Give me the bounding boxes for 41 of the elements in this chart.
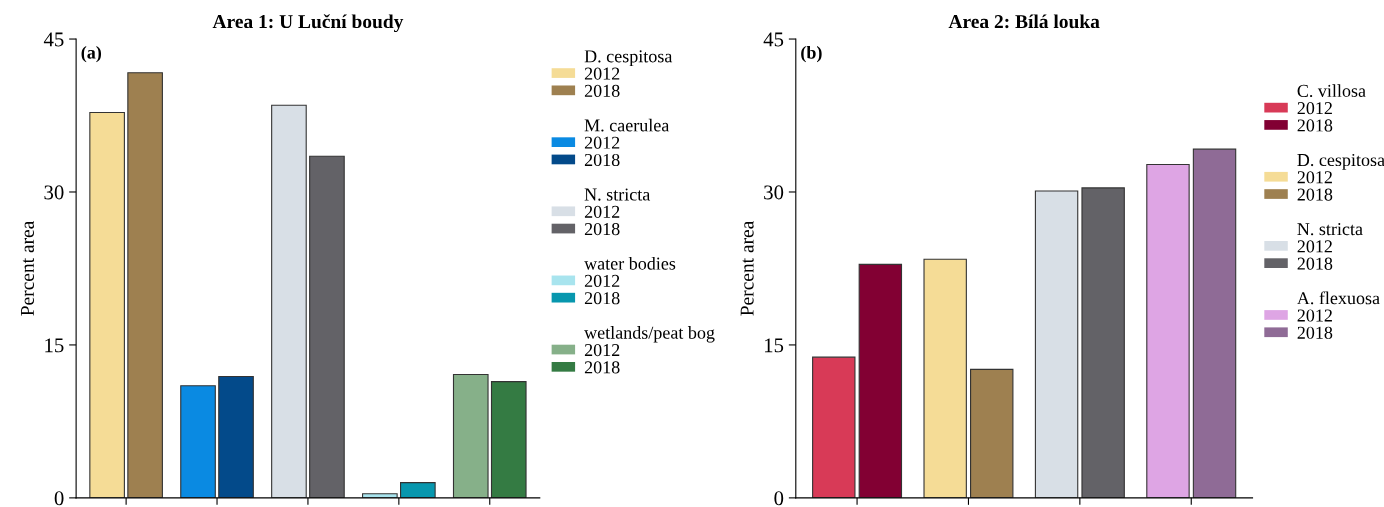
legend-label: 2018: [1297, 326, 1333, 339]
text: D. cespitosa: [584, 50, 673, 67]
y-axis-title: Percent area: [21, 220, 34, 316]
annotation: (b): [801, 45, 822, 63]
legend-label: 2018: [1297, 119, 1333, 132]
legend-label: 2018: [1297, 188, 1333, 201]
legend-label: 2018: [584, 292, 620, 305]
text: N. stricta: [584, 188, 651, 201]
y-tick-label: 45: [763, 32, 784, 47]
annotation: (a): [81, 45, 102, 63]
y-tick-label: 30: [44, 185, 64, 200]
legend-label: 2012: [1297, 240, 1332, 253]
y-tick-label: 30: [764, 185, 784, 200]
y-axis-title: Percent area: [740, 220, 754, 316]
legend-label: 2012: [584, 67, 620, 80]
text: A. flexuosa: [1296, 291, 1380, 305]
chart-title: Area 2: Bílá louka: [948, 14, 1100, 29]
y-tick-label: 45: [43, 32, 64, 47]
y-tick-label: 15: [45, 338, 64, 353]
legend-label: 2018: [584, 84, 620, 97]
text: M. caerulea: [584, 118, 670, 132]
legend-label: 2012: [584, 136, 620, 149]
text: water bodies: [584, 257, 676, 270]
text: C. villosa: [1297, 84, 1366, 98]
chart-title: Area 1: U Luční boudy: [212, 14, 404, 33]
legend-label: 2012: [584, 343, 620, 357]
legend-label: 2012: [584, 274, 620, 287]
legend-label: 2012: [1297, 102, 1332, 115]
legend-label: 2012: [1297, 309, 1332, 322]
text: N. stricta: [1297, 223, 1363, 236]
y-tick-label: 0: [774, 491, 784, 506]
legend-label: 2012: [1297, 171, 1332, 184]
legend-label: 2018: [584, 153, 620, 167]
legend-label: 2018: [584, 361, 620, 374]
legend-label: 2012: [584, 205, 620, 218]
y-tick-label: 15: [764, 338, 784, 353]
y-tick-label: 0: [54, 491, 64, 506]
legend-label: 2018: [1297, 257, 1333, 270]
text: D. cespitosa: [1297, 153, 1384, 170]
legend-label: 2018: [584, 222, 620, 236]
text: wetlands/peat bog: [584, 326, 715, 343]
